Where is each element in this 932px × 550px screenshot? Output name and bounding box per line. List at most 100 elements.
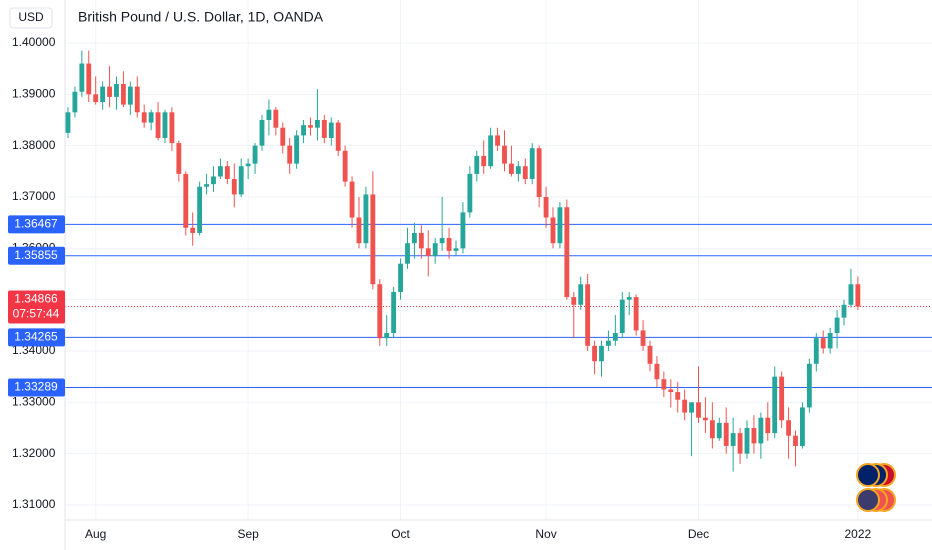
candle-body (405, 243, 410, 264)
candle-body (495, 135, 500, 146)
candle-body (841, 304, 847, 318)
x-tick-label: Dec (688, 527, 709, 541)
candle-body (280, 127, 286, 146)
candle-body (758, 417, 764, 444)
candle-body (273, 109, 279, 128)
candle-body (696, 402, 701, 418)
y-tick-label: 1.40000 (12, 35, 56, 49)
candle-body (460, 212, 466, 249)
candle-body (120, 84, 126, 105)
x-tick-label: Aug (85, 527, 106, 541)
candle-body (231, 179, 237, 195)
candle-body (716, 422, 722, 439)
candle-body (162, 112, 168, 138)
candle-body (536, 148, 542, 197)
candle-body (640, 330, 646, 346)
candle-body (612, 333, 618, 341)
candle-body (398, 263, 403, 292)
candle-body (661, 379, 667, 390)
candle-body (848, 284, 854, 305)
candle-body (314, 120, 320, 128)
candle-body (606, 340, 611, 346)
y-tick-label: 1.39000 (12, 87, 56, 101)
candle-body (813, 338, 819, 364)
axis-labels: 1.400001.390001.380001.370001.360001.350… (8, 35, 872, 541)
countdown: 07:57:44 (13, 307, 60, 321)
candle-body (356, 217, 362, 244)
candle-body (571, 297, 577, 305)
y-tick-label: 1.32000 (12, 446, 56, 460)
candle-body (626, 297, 632, 300)
candle-body (647, 345, 653, 364)
candle-body (564, 207, 570, 298)
candle-body (765, 417, 771, 434)
candles (65, 50, 861, 472)
candle-body (515, 166, 521, 174)
candle-body (114, 84, 119, 97)
candle-body (259, 120, 265, 146)
candle-body (786, 420, 791, 436)
last-price-label: 1.34866 (14, 292, 58, 306)
candle-body (751, 427, 757, 444)
candle-body (190, 227, 196, 233)
candle-body (93, 94, 99, 103)
candle-body (508, 163, 514, 174)
last-price-box (8, 290, 65, 324)
candle-body (502, 145, 507, 164)
level-label: 1.34265 (14, 330, 58, 344)
candle-body (855, 284, 861, 307)
flag-icon (856, 488, 880, 512)
candle-body (682, 399, 688, 413)
candle-body (529, 148, 535, 180)
candle-body (675, 392, 681, 400)
candle-body (800, 407, 805, 446)
candle-body (543, 196, 549, 218)
candle-body (335, 122, 341, 151)
candle-body (723, 422, 729, 446)
candle-body (668, 389, 674, 393)
candle-body (308, 125, 313, 128)
candle-body (384, 333, 390, 339)
candle-body (522, 166, 528, 180)
candle-body (342, 150, 348, 182)
candle-body (633, 297, 639, 331)
candle-body (294, 135, 300, 164)
candle-body (709, 420, 715, 439)
candle-body (793, 435, 798, 446)
candle-body (328, 122, 334, 138)
candle-body (737, 433, 743, 454)
candle-body (578, 284, 584, 305)
flag-icon (856, 463, 880, 487)
y-tick-label: 1.33000 (12, 394, 56, 408)
candle-body (169, 112, 175, 144)
candle-body (197, 186, 203, 233)
level-label-box (8, 246, 65, 265)
level-label-box (8, 215, 65, 234)
candle-body (391, 291, 397, 334)
candle-body (79, 63, 85, 92)
candle-body (238, 166, 244, 195)
candle-body (377, 284, 383, 339)
candle-body (474, 155, 480, 174)
candle-body (86, 63, 92, 95)
currency[interactable]: USD (18, 10, 44, 24)
level-label: 1.35855 (14, 248, 58, 262)
candle-body (488, 135, 494, 167)
candle-body (100, 86, 106, 103)
candle-body (155, 112, 161, 138)
x-tick-label: 2022 (845, 527, 872, 541)
level-label-box (8, 378, 65, 397)
candle-body (730, 433, 736, 446)
y-tick-label: 1.34000 (12, 343, 56, 357)
currency-button[interactable] (9, 7, 53, 29)
candle-body (689, 402, 694, 413)
candle-body (467, 173, 473, 213)
levels (65, 223, 932, 388)
candle-body (654, 363, 660, 380)
candle-body (107, 86, 112, 97)
candle-body (127, 86, 133, 105)
candle-body (252, 145, 258, 164)
candle-body (217, 166, 223, 177)
candle-body (363, 194, 369, 244)
level-label: 1.36467 (14, 217, 58, 231)
